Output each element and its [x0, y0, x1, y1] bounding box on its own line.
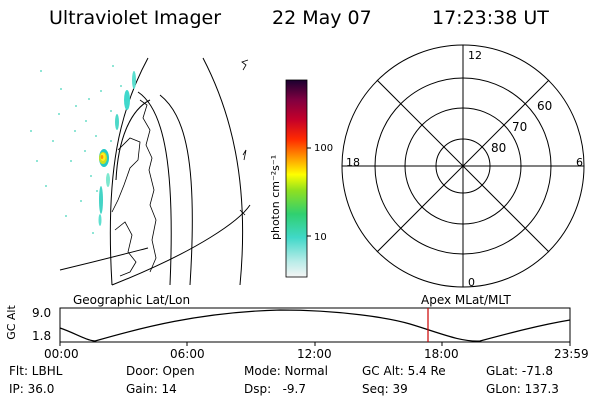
polar-ring-80: [435, 138, 491, 194]
colorbar-units: photon cm⁻²s⁻¹: [269, 155, 282, 240]
aurora-emission: [98, 71, 136, 226]
colorbar-label-100: 100: [314, 143, 333, 154]
time-label: 17:23:38 UT: [432, 7, 549, 29]
gc-alt-info: GC Alt: 5.4 Re: [362, 364, 446, 378]
geographic-panel-title: Geographic Lat/Lon: [73, 293, 191, 307]
mode-info: Mode: Normal: [244, 364, 328, 378]
polar-diagonal-1: [376, 79, 550, 253]
mlt-label-6: 6: [576, 156, 583, 169]
orbit-ylabel: GC Alt: [4, 305, 18, 340]
gain-info: Gain: 14: [126, 382, 177, 396]
lat-label-80: 80: [491, 141, 506, 155]
orbit-time-ticks: [59, 342, 571, 346]
polar-diagonal-2: [376, 79, 550, 253]
orbit-ytick-9: 9.0: [32, 306, 52, 320]
filter-info: Flt: LBHL: [9, 364, 63, 378]
lat-label-70: 70: [512, 120, 527, 134]
ip-info: IP: 36.0: [9, 382, 55, 396]
orbit-ytick-1-8: 1.8: [32, 329, 52, 343]
polar-ring-60: [374, 77, 552, 255]
polar-ring-50: [341, 44, 585, 288]
orbit-plot-frame: [59, 307, 571, 343]
orbit-ylabel-wrap: GC Alt: [4, 298, 26, 346]
time-tick-0600: 06:00: [170, 347, 205, 361]
time-tick-2359: 23:59: [554, 347, 589, 361]
dsp-info: Dsp: -9.7: [244, 382, 307, 396]
mlt-label-12: 12: [468, 49, 482, 62]
lat-label-60: 60: [537, 99, 552, 113]
date-label: 22 May 07: [272, 7, 372, 29]
time-tick-1800: 18:00: [424, 347, 459, 361]
seq-info: Seq: 39: [362, 382, 408, 396]
time-tick-0000: 00:00: [44, 347, 79, 361]
instrument-title: Ultraviolet Imager: [49, 7, 222, 29]
noise-speckles: [30, 65, 122, 234]
glat-info: GLat: -71.8: [486, 364, 553, 378]
time-tick-1200: 12:00: [297, 347, 332, 361]
apex-panel-title: Apex MLat/MLT: [421, 293, 511, 307]
door-info: Door: Open: [126, 364, 195, 378]
mlt-label-18: 18: [346, 156, 360, 169]
polar-ring-70: [404, 107, 522, 225]
orbit-altitude-curve: [59, 309, 571, 342]
colorbar-label-10: 10: [314, 232, 327, 243]
coastline: [111, 59, 249, 277]
geographic-grid: [59, 57, 251, 286]
glon-info: GLon: 137.3: [486, 382, 559, 396]
mlt-label-0: 0: [468, 276, 475, 289]
